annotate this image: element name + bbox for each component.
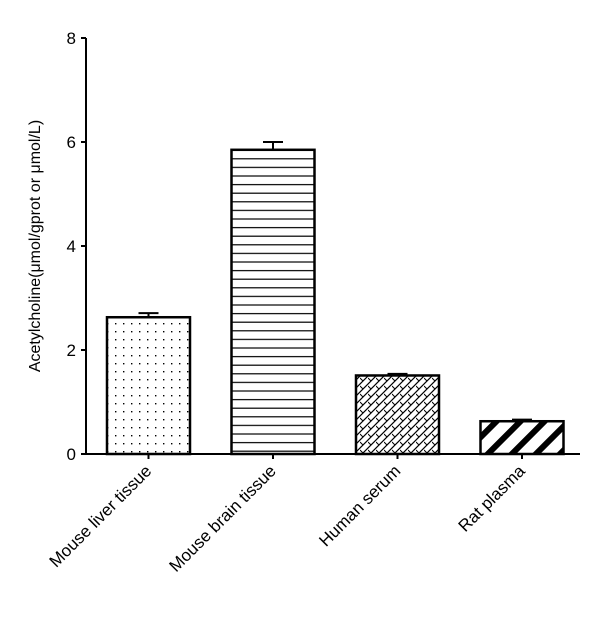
x-tick-label: Human serum xyxy=(315,461,404,550)
bar xyxy=(479,419,565,456)
bar xyxy=(105,315,192,456)
bar xyxy=(354,374,441,456)
y-tick-label: 0 xyxy=(67,445,76,464)
y-tick-label: 4 xyxy=(67,237,76,256)
y-tick-label: 6 xyxy=(67,133,76,152)
x-tick-label: Rat plasma xyxy=(455,461,530,536)
y-tick-label: 2 xyxy=(67,341,76,360)
y-tick-label: 8 xyxy=(67,29,76,48)
bar xyxy=(230,148,316,456)
x-tick-label: Mouse brain tissue xyxy=(165,461,279,575)
x-tick-label: Mouse liver tissue xyxy=(46,461,156,571)
y-axis-label: Acetylcholine(μmol/gprot or μmol/L) xyxy=(27,120,44,372)
